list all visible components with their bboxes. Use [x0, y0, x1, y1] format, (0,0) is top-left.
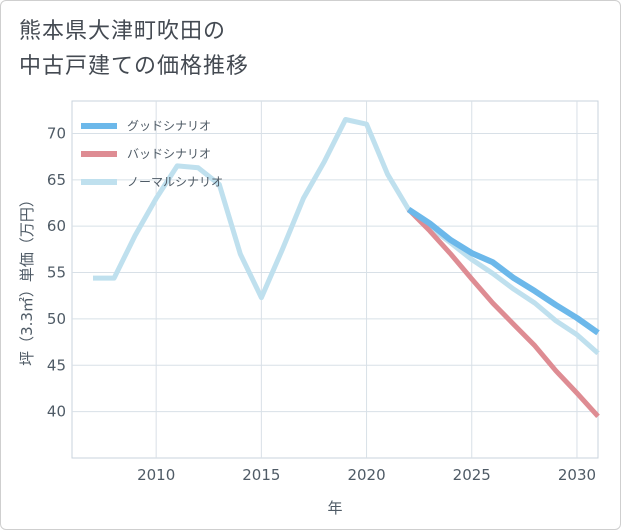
y-tick-label-50: 50 — [47, 310, 66, 328]
series-line-1 — [406, 207, 600, 418]
y-tick-label-70: 70 — [47, 124, 66, 142]
chart-title-line-1: 熊本県大津町吹田の — [19, 19, 227, 44]
chart-title: 熊本県大津町吹田の 中古戸建ての価格推移 — [19, 14, 249, 84]
series-line-0 — [406, 206, 600, 336]
axis-ticks: 2010 2015 2020 2025 2030 40 45 50 55 60 65 70 — [47, 124, 596, 484]
gridlines — [72, 101, 598, 458]
y-tick-label-60: 60 — [47, 217, 66, 235]
y-tick-label-65: 65 — [47, 171, 66, 189]
x-tick-label-2020: 2020 — [347, 466, 385, 484]
x-tick-label-2030: 2030 — [558, 466, 596, 484]
series-line-2 — [93, 117, 600, 356]
legend-label-1: バッドシナリオ — [127, 147, 211, 161]
x-tick-label-2015: 2015 — [242, 466, 280, 484]
plot-area — [71, 100, 599, 459]
y-tick-label-55: 55 — [47, 264, 66, 282]
legend-label-2: ノーマルシナリオ — [127, 175, 223, 189]
x-tick-label-2025: 2025 — [453, 466, 491, 484]
series-lines — [93, 117, 600, 418]
legend-label-0: グッドシナリオ — [127, 119, 211, 133]
y-axis-label: 坪（3.3㎡）単価（万円） — [18, 192, 36, 366]
x-axis-label: 年 — [327, 499, 342, 517]
y-tick-label-45: 45 — [47, 356, 66, 374]
x-tick-label-2010: 2010 — [137, 466, 175, 484]
chart-title-line-2: 中古戸建ての価格推移 — [19, 54, 250, 79]
y-tick-label-40: 40 — [47, 403, 66, 421]
